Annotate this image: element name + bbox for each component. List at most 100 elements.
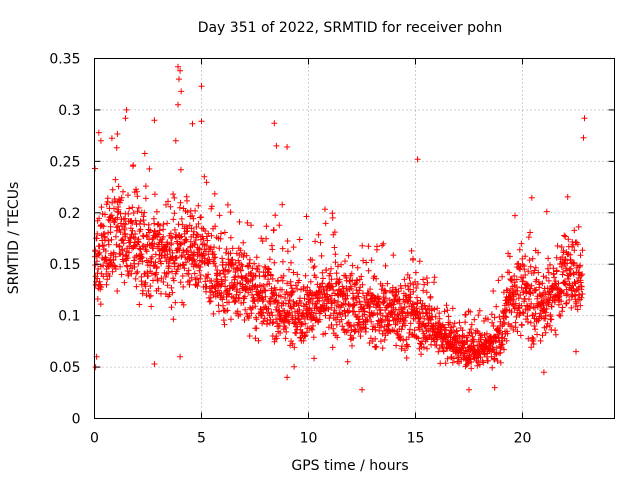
data-point — [328, 265, 334, 272]
data-point — [201, 173, 208, 180]
data-point — [574, 278, 581, 285]
data-point — [451, 355, 457, 362]
data-point — [234, 286, 241, 293]
data-point — [398, 285, 405, 292]
data-point — [524, 319, 531, 325]
data-point — [164, 220, 171, 227]
data-point — [180, 301, 187, 308]
data-point — [137, 218, 144, 225]
data-point — [217, 235, 224, 242]
data-point — [450, 323, 457, 330]
data-point — [331, 244, 338, 251]
data-point — [226, 267, 233, 274]
data-point — [122, 230, 129, 237]
data-point — [490, 346, 497, 353]
data-point — [143, 292, 150, 299]
data-point — [122, 221, 129, 228]
data-point — [289, 340, 296, 347]
data-point — [550, 265, 557, 272]
data-point — [322, 220, 329, 227]
data-point — [361, 308, 368, 315]
data-point — [155, 285, 162, 292]
data-point — [462, 319, 469, 326]
x-tick-label: 0 — [90, 431, 99, 447]
data-point — [216, 245, 223, 252]
data-point — [338, 261, 345, 268]
data-point — [203, 179, 210, 186]
data-point — [112, 266, 119, 272]
data-point — [134, 208, 141, 215]
data-point — [221, 321, 228, 328]
data-point — [239, 263, 246, 270]
data-point — [518, 322, 525, 329]
data-point — [248, 310, 255, 317]
data-point — [462, 311, 469, 318]
data-point — [101, 242, 107, 249]
data-point — [476, 361, 483, 368]
data-point — [147, 283, 154, 290]
data-point — [220, 302, 226, 309]
data-point — [184, 228, 191, 234]
data-point — [548, 316, 555, 323]
data-point — [208, 277, 215, 284]
data-point — [548, 303, 555, 310]
data-point — [178, 88, 185, 95]
data-point — [434, 305, 441, 312]
data-point — [542, 329, 549, 336]
data-point — [540, 297, 547, 304]
data-point — [379, 330, 386, 337]
data-point — [169, 289, 176, 296]
data-point — [302, 320, 309, 327]
data-point — [309, 326, 316, 333]
data-point — [543, 208, 550, 215]
data-point — [218, 290, 225, 297]
data-point — [284, 238, 291, 244]
data-point — [284, 144, 291, 150]
data-point — [133, 283, 140, 290]
data-point — [423, 275, 430, 281]
data-point — [148, 303, 155, 310]
data-point — [444, 307, 451, 314]
data-point — [228, 262, 235, 269]
data-point — [178, 240, 185, 247]
data-point — [423, 289, 430, 296]
data-point — [192, 207, 199, 214]
data-point — [186, 277, 193, 284]
data-point — [120, 188, 126, 195]
data-point — [216, 212, 223, 219]
data-point — [168, 304, 175, 311]
data-point — [349, 262, 356, 269]
data-point — [266, 266, 272, 273]
data-point — [221, 271, 228, 277]
data-point — [488, 311, 495, 318]
data-point — [317, 239, 324, 246]
data-point — [366, 340, 373, 346]
data-point — [168, 240, 175, 247]
data-point — [153, 263, 160, 270]
data-point — [526, 305, 533, 312]
y-tick-label: 0.3 — [58, 103, 80, 119]
data-point — [303, 213, 310, 220]
data-point — [489, 319, 496, 326]
data-point — [526, 296, 532, 303]
data-point — [97, 137, 104, 144]
data-point — [557, 312, 564, 319]
data-point — [568, 304, 575, 311]
data-point — [517, 292, 524, 298]
data-point — [253, 254, 260, 261]
data-point — [170, 277, 177, 284]
data-point — [551, 274, 558, 281]
data-point — [490, 323, 497, 329]
data-point — [559, 271, 566, 278]
data-point — [204, 275, 211, 281]
data-point — [225, 291, 232, 298]
data-point — [224, 268, 231, 275]
data-point — [519, 261, 526, 268]
data-point — [571, 259, 578, 266]
data-point — [553, 267, 560, 274]
data-point — [105, 241, 112, 248]
data-point — [560, 268, 567, 275]
data-point — [461, 341, 468, 348]
data-point — [407, 320, 414, 327]
data-point — [302, 332, 309, 339]
